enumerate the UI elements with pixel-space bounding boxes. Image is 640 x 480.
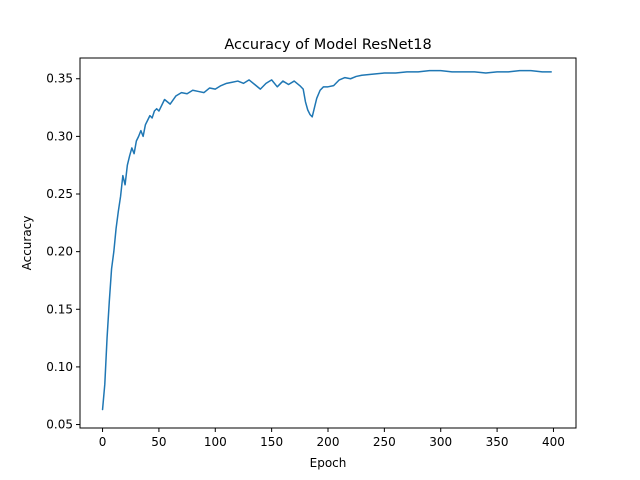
chart-title: Accuracy of Model ResNet18 xyxy=(224,37,431,53)
x-tick-label: 50 xyxy=(151,435,166,449)
x-tick-label: 300 xyxy=(429,435,452,449)
x-axis-ticks: 0 50 100 150 200 250 300 350 400 xyxy=(99,428,565,449)
series-line-0 xyxy=(101,69,552,411)
plot-line-layer xyxy=(101,69,552,411)
y-axis-label: Accuracy xyxy=(20,216,34,271)
y-tick-label: 0.35 xyxy=(46,72,73,86)
y-tick-label: 0.30 xyxy=(46,129,73,143)
x-tick-label: 150 xyxy=(260,435,283,449)
x-tick-label: 250 xyxy=(373,435,396,449)
x-tick-label: 350 xyxy=(486,435,509,449)
y-tick-label: 0.20 xyxy=(46,245,73,259)
x-tick-label: 200 xyxy=(317,435,340,449)
y-axis-ticks: 0.05 0.10 0.15 0.20 0.25 0.30 0.35 xyxy=(46,72,80,432)
x-tick-label: 0 xyxy=(99,435,107,449)
y-tick-label: 0.10 xyxy=(46,360,73,374)
y-tick-label: 0.05 xyxy=(46,418,73,432)
x-axis-label: Epoch xyxy=(310,456,347,470)
x-tick-label: 100 xyxy=(204,435,227,449)
y-tick-label: 0.25 xyxy=(46,187,73,201)
x-tick-label: 400 xyxy=(542,435,565,449)
y-tick-label: 0.15 xyxy=(46,302,73,316)
